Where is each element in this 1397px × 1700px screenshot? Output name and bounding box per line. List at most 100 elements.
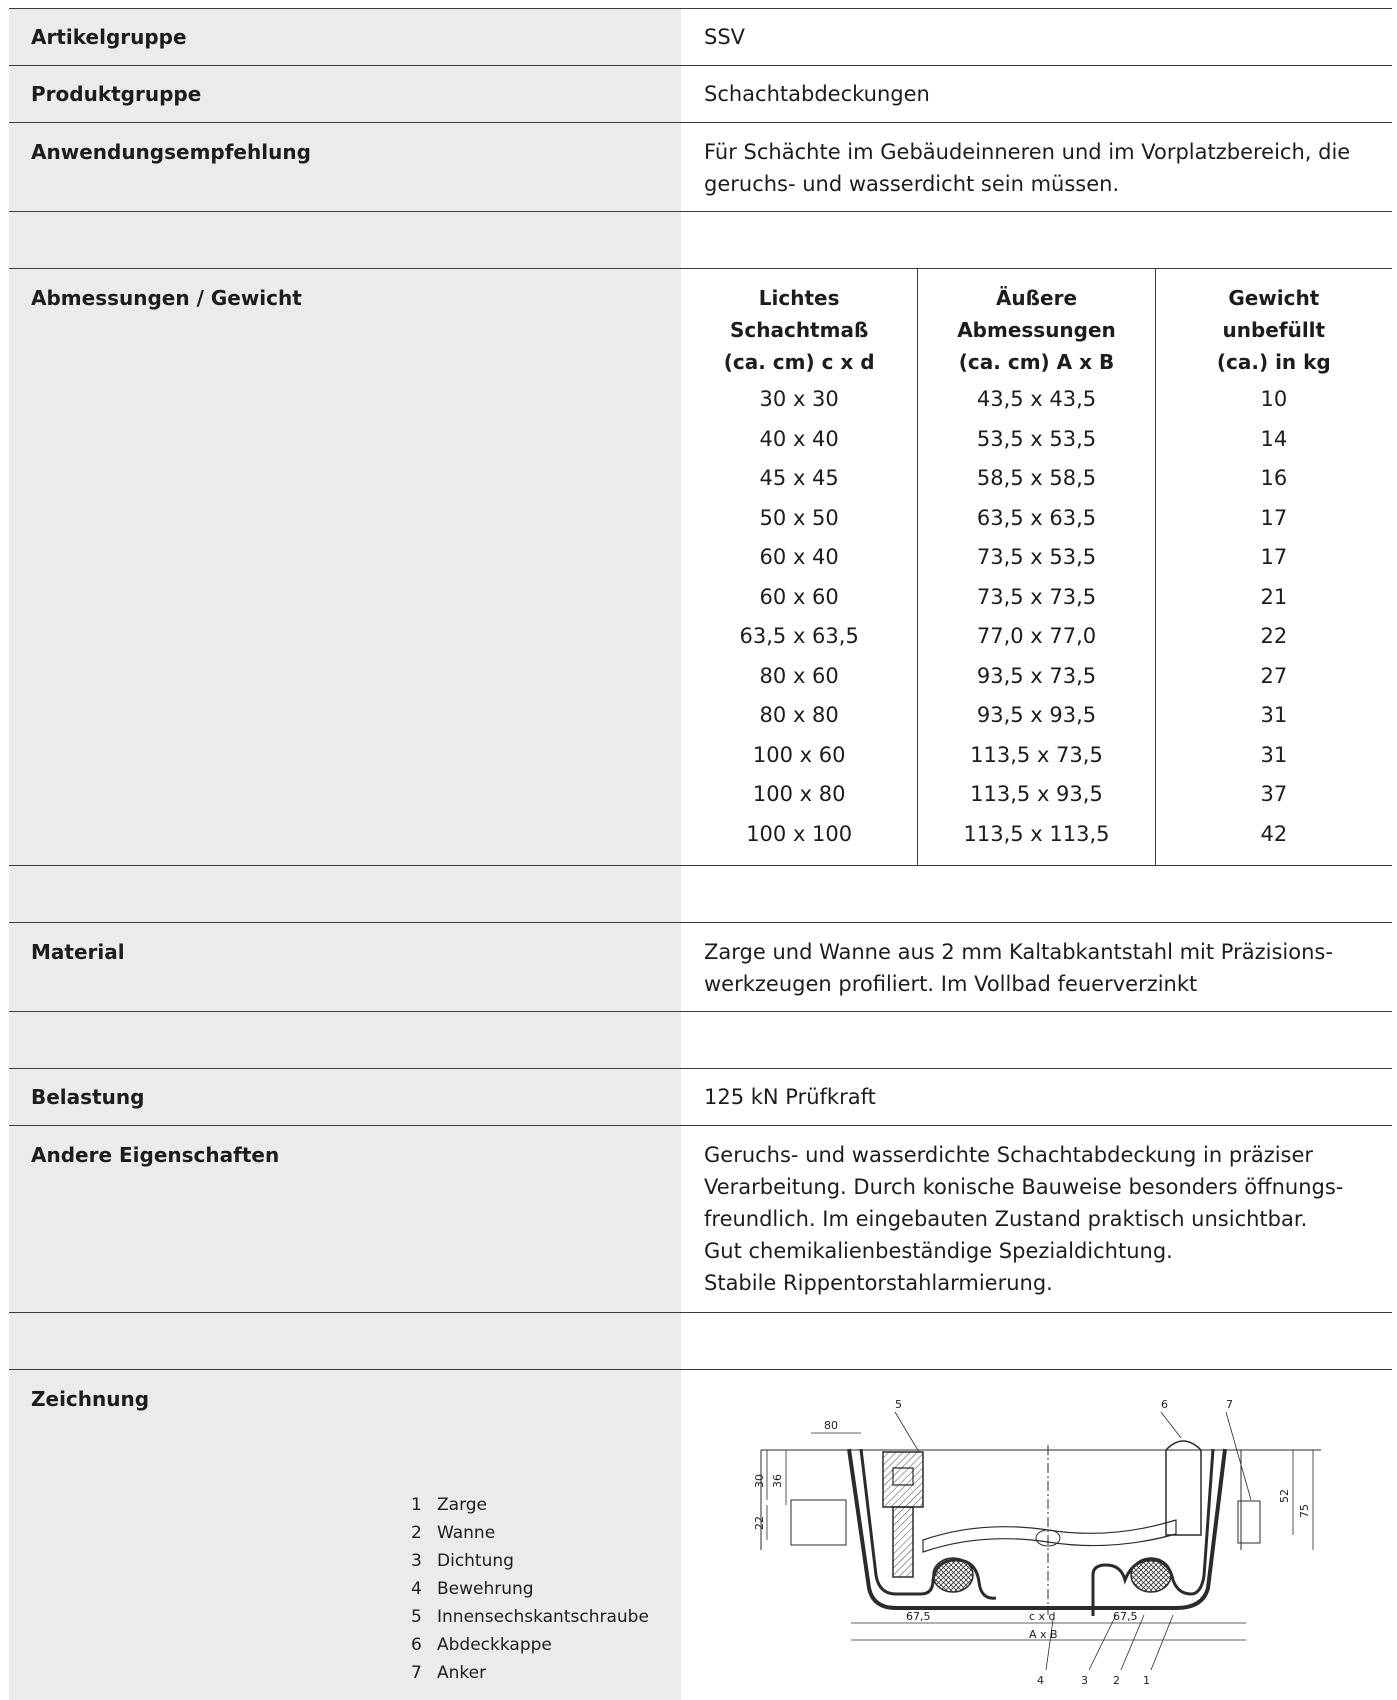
table-cell: 100 x 100 [746, 821, 853, 846]
material-line-2: werkzeugen profiliert. Im Vollbad feuerv… [704, 972, 1198, 996]
marker-1: 1 [1143, 1674, 1150, 1687]
marker-6: 6 [1161, 1398, 1168, 1411]
legend-number: 6 [411, 1635, 422, 1655]
dim-22: 22 [753, 1516, 766, 1530]
legend-item: 1 Zarge [411, 1491, 649, 1519]
anwendung-line-1: Für Schächte im Gebäudeinneren und im Vo… [704, 140, 1351, 164]
column-gewicht: Gewicht unbefüllt (ca.) in kg 10 14 16 17 17… [1154, 269, 1392, 865]
abmessungen-label: Abmessungen / Gewicht [31, 286, 302, 310]
row-artikelgruppe: Artikelgruppe SSV [9, 8, 1392, 65]
belastung-value: 125 kN Prüfkraft [704, 1085, 876, 1109]
table-cell: 113,5 x 113,5 [963, 821, 1110, 846]
reinforcement-bar [922, 1519, 1177, 1553]
table-cell: 60 x 60 [759, 584, 839, 609]
row-zeichnung: Zeichnung 1 Zarge 2 Wanne 3 Dichtung 4 Bewehrun… [9, 1369, 1392, 1700]
spacer-row [9, 1312, 1392, 1369]
table-cell: 31 [1260, 703, 1288, 727]
legend-text: Anker [437, 1663, 487, 1683]
legend-text: Bewehrung [437, 1579, 534, 1599]
leader-2 [1120, 1614, 1145, 1671]
row-anwendungsempfehlung: Anwendungsempfehlung Für Schächte im Geb… [9, 122, 1392, 211]
table-cell: 10 [1260, 387, 1288, 411]
table-cell: 80 x 60 [759, 663, 839, 688]
eigenschaften-line-4: Gut chemikalienbeständige Spezialdichtun… [704, 1239, 1173, 1263]
legend-item: 2 Wanne [411, 1519, 649, 1547]
legend-number: 1 [411, 1495, 422, 1515]
table-cell: 100 x 80 [752, 782, 846, 806]
legend-number: 4 [411, 1579, 422, 1599]
column-aeussere-abmessungen: Äußere Abmessungen (ca. cm) A x B 43,5 x… [917, 269, 1154, 865]
eigenschaften-label: Andere Eigenschaften [31, 1143, 280, 1167]
legend-text: Zarge [437, 1495, 488, 1515]
legend-number: 3 [411, 1551, 422, 1571]
legend-text: Innensechskantschraube [437, 1607, 649, 1627]
table-cell: 73,5 x 53,5 [976, 545, 1097, 569]
table-cell: 60 x 40 [759, 545, 839, 569]
leader-5 [894, 1411, 920, 1453]
legend-item: 4 Bewehrung [411, 1575, 649, 1603]
table-cell: 21 [1260, 584, 1288, 609]
screw-shaft [892, 1506, 914, 1578]
eigenschaften-line-5: Stabile Rippentorstahlarmierung. [704, 1271, 1053, 1295]
rebar-section [1035, 1529, 1061, 1547]
legend-item: 6 Abdeckkappe [411, 1631, 649, 1659]
material-label: Material [31, 940, 125, 964]
seal-left [932, 1557, 974, 1593]
table-cell: 77,0 x 77,0 [976, 624, 1097, 648]
anwendung-line-2: geruchs- und wasserdicht sein müssen. [704, 172, 1120, 196]
dim-axb: A x B [1029, 1628, 1058, 1641]
spacer-row [9, 865, 1392, 922]
leader-3 [1088, 1614, 1117, 1671]
row-material: Material Zarge und Wanne aus 2 mm Kaltab… [9, 922, 1392, 1011]
table-cell: 58,5 x 58,5 [976, 466, 1097, 490]
zeichnung-label: Zeichnung [31, 1387, 150, 1411]
spacer-row [9, 1011, 1392, 1068]
column-header: Lichtes Schachtmaß (ca. cm) c x d [723, 286, 875, 374]
table-cell: 93,5 x 73,5 [976, 663, 1097, 688]
table-cell: 31 [1260, 742, 1288, 767]
table-cell: 37 [1260, 782, 1288, 806]
table-cell: 93,5 x 93,5 [976, 703, 1097, 727]
material-line-1: Zarge und Wanne aus 2 mm Kaltabkantstahl… [704, 940, 1333, 964]
artikelgruppe-value: SSV [704, 25, 746, 49]
product-spec-sheet: Artikelgruppe SSV Produktgruppe Schachta… [9, 8, 1392, 1700]
legend-number: 2 [411, 1523, 422, 1543]
dim-cxd: c x d [1029, 1610, 1056, 1623]
leader-1 [1150, 1614, 1174, 1671]
row-belastung: Belastung 125 kN Prüfkraft [9, 1068, 1392, 1125]
belastung-label: Belastung [31, 1085, 145, 1109]
leader-6 [1160, 1411, 1182, 1439]
legend-text: Dichtung [437, 1551, 514, 1571]
row-andere-eigenschaften: Andere Eigenschaften Geruchs- und wasser… [9, 1125, 1392, 1312]
table-cell: 22 [1260, 624, 1288, 648]
table-cell: 53,5 x 53,5 [976, 426, 1097, 451]
dimension-table: Lichtes Schachtmaß (ca. cm) c x d 30 x 3… [681, 269, 1392, 865]
eigenschaften-line-3: freundlich. Im eingebauten Zustand prakt… [704, 1207, 1308, 1231]
artikelgruppe-label: Artikelgruppe [31, 25, 187, 49]
table-cell: 50 x 50 [759, 505, 839, 530]
hex-socket [892, 1467, 914, 1486]
table-cell: 63,5 x 63,5 [739, 624, 859, 648]
row-produktgruppe: Produktgruppe Schachtabdeckungen [9, 65, 1392, 122]
table-cell: 17 [1260, 505, 1288, 530]
frame-zarge [847, 1448, 1227, 1610]
legend-item: 3 Dichtung [411, 1547, 649, 1575]
table-cell: 113,5 x 93,5 [970, 782, 1103, 806]
screw-head [882, 1451, 924, 1508]
leader-7 [1225, 1411, 1252, 1501]
table-cell: 43,5 x 43,5 [976, 387, 1097, 411]
legend-number: 7 [411, 1663, 422, 1683]
column-header: Äußere Abmessungen (ca. cm) A x B [957, 286, 1116, 374]
marker-3: 3 [1081, 1674, 1088, 1687]
right-anchor-block [1237, 1500, 1261, 1544]
legend-text: Wanne [437, 1523, 496, 1543]
dim-30: 30 [753, 1474, 766, 1488]
table-cell: 30 x 30 [759, 387, 839, 411]
dim-36: 36 [771, 1474, 784, 1488]
legend-number: 5 [411, 1607, 422, 1627]
leader-4 [1045, 1619, 1054, 1671]
table-cell: 40 x 40 [759, 426, 839, 451]
table-cell: 16 [1260, 466, 1288, 490]
column-lichtes-schachtmass: Lichtes Schachtmaß (ca. cm) c x d 30 x 3… [681, 269, 917, 865]
spacer-row [9, 211, 1392, 268]
